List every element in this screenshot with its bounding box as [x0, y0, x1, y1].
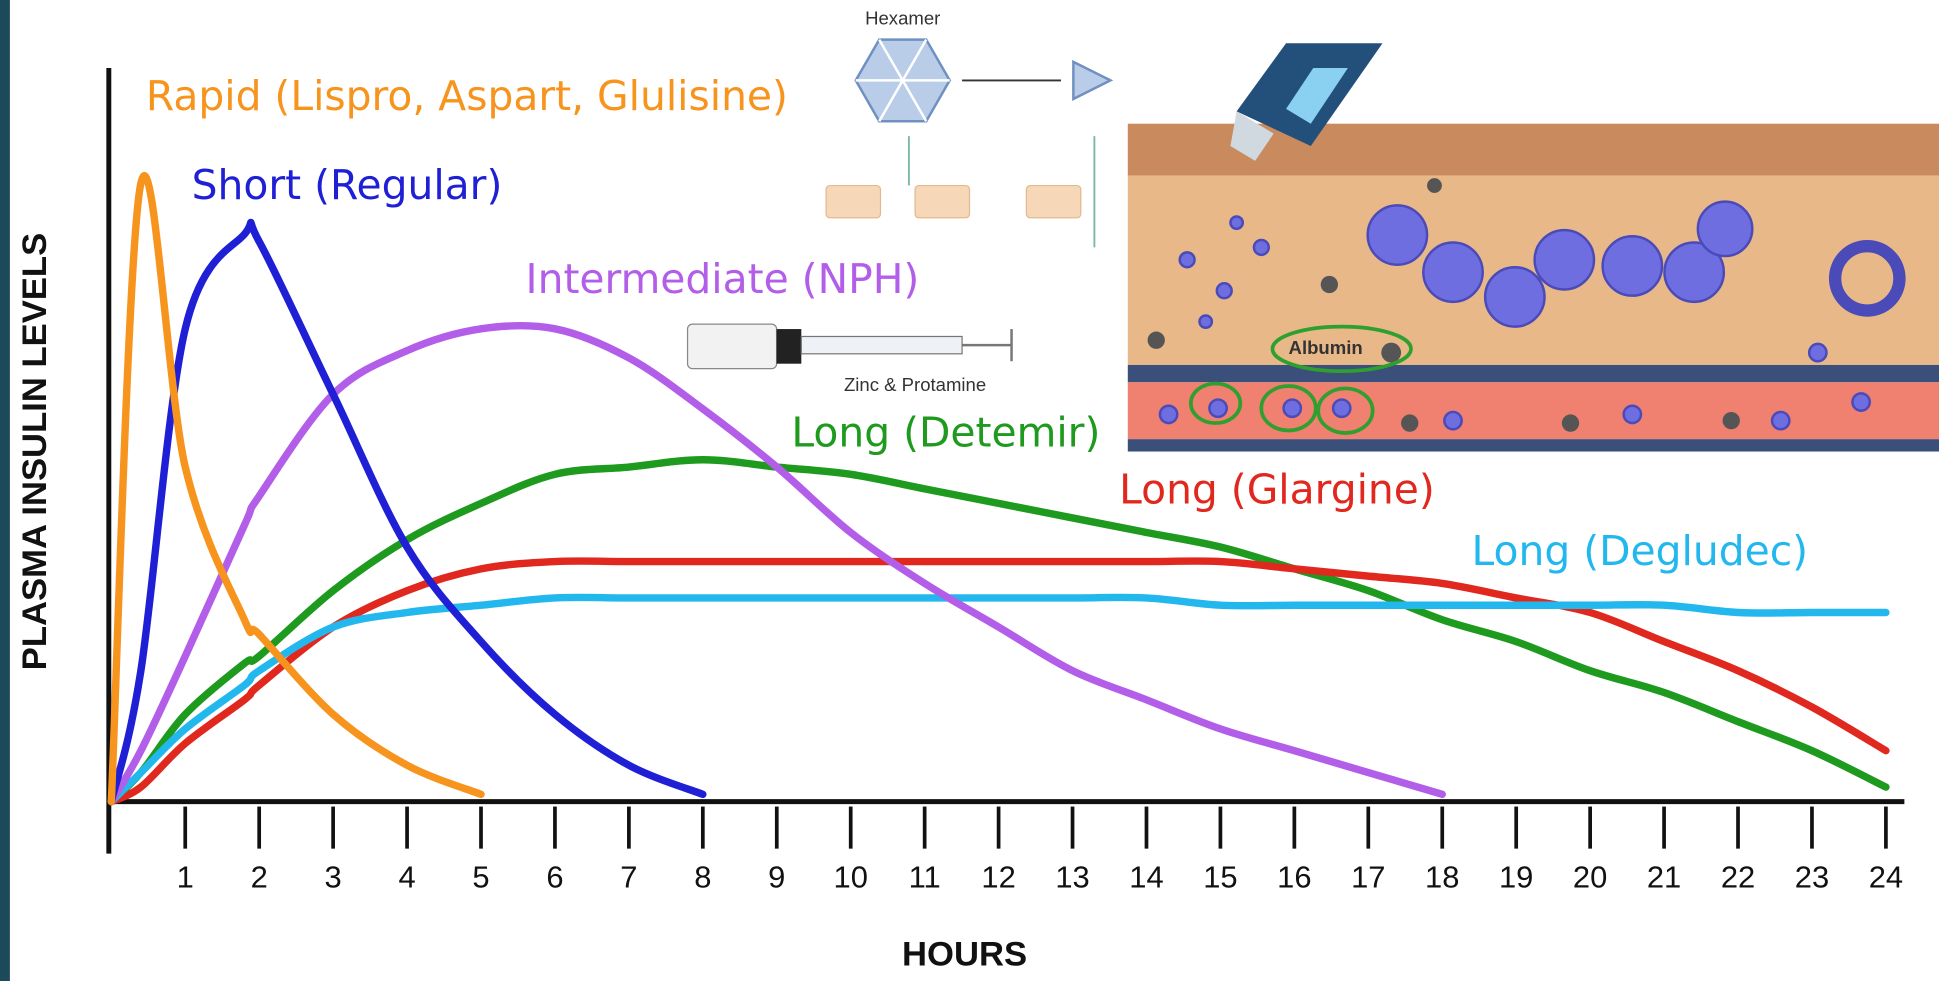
x-tick-label: 11	[909, 860, 941, 895]
x-tick-label: 17	[1351, 860, 1385, 895]
y-axis-title: PLASMA INSULIN LEVELS	[16, 233, 54, 670]
series-label: Long (Detemir)	[791, 408, 1100, 456]
annotation: Hexamer	[865, 8, 940, 29]
x-tick-label: 4	[398, 860, 415, 895]
x-tick-label: 2	[251, 860, 268, 895]
x-tick-label: 22	[1721, 860, 1755, 895]
x-tick-label: 10	[834, 860, 868, 895]
x-tick-label: 23	[1795, 860, 1829, 895]
x-tick-label: 6	[546, 860, 563, 895]
illustration	[686, 38, 1939, 452]
annotation: Zinc & Protamine	[844, 374, 986, 395]
series-line	[107, 557, 1890, 806]
x-axis-title: HOURS	[902, 935, 1027, 973]
series-label: Long (Glargine)	[1119, 465, 1435, 513]
x-tick-label: 16	[1277, 860, 1311, 895]
x-tick-label: 7	[620, 860, 637, 895]
x-tick-label: 20	[1573, 860, 1607, 895]
x-tick-label: 5	[472, 860, 489, 895]
series-label: Short (Regular)	[192, 161, 503, 209]
series-label: Long (Degludec)	[1472, 527, 1808, 575]
series-label: Rapid (Lispro, Aspart, Glulisine)	[146, 72, 788, 120]
x-tick-label: 1	[177, 860, 194, 895]
x-tick-label: 14	[1129, 860, 1163, 895]
x-tick-label: 21	[1647, 860, 1681, 895]
series-line	[107, 456, 1890, 806]
x-tick-label: 15	[1203, 860, 1237, 895]
x-tick-label: 3	[325, 860, 342, 895]
annotation: Albumin	[1289, 337, 1363, 358]
series-line	[107, 321, 1446, 806]
x-tick-label: 24	[1869, 860, 1903, 895]
series-line	[107, 172, 485, 806]
series-line	[107, 593, 1890, 806]
series-line	[107, 218, 707, 806]
series-label: Intermediate (NPH)	[526, 255, 920, 303]
x-tick-label: 9	[768, 860, 785, 895]
x-tick-label: 19	[1499, 860, 1533, 895]
x-tick-label: 18	[1425, 860, 1459, 895]
x-tick-label: 12	[981, 860, 1015, 895]
x-tick-label: 13	[1055, 860, 1089, 895]
x-tick-label: 8	[694, 860, 711, 895]
window-edge	[0, 0, 10, 981]
